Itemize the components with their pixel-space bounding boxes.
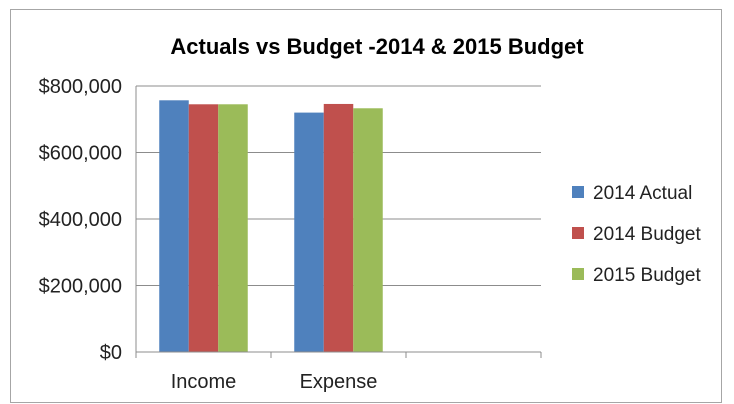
- legend-label: 2014 Budget: [593, 224, 701, 245]
- bar-income-2014-actual: [159, 100, 189, 352]
- x-tick-label: Expense: [300, 371, 378, 393]
- axes: [135, 86, 542, 358]
- x-tick-label: Income: [171, 371, 237, 393]
- legend-swatch: [572, 268, 584, 280]
- bar-income-2014-budget: [188, 104, 219, 352]
- bar-expense-2014-budget: [323, 103, 354, 352]
- y-tick-label: $200,000: [39, 276, 122, 298]
- legend-label: 2014 Actual: [593, 183, 692, 204]
- legend-swatch: [572, 186, 584, 198]
- chart-title: Actuals vs Budget -2014 & 2015 Budget: [170, 34, 584, 59]
- y-tick-labels: $0 $200,000 $400,000 $600,000 $800,000: [39, 76, 122, 364]
- bars: [159, 100, 383, 352]
- bar-income-2015-budget: [218, 104, 248, 352]
- y-tick-label: $400,000: [39, 209, 122, 231]
- y-tick-label: $800,000: [39, 76, 122, 98]
- legend-swatch: [572, 227, 584, 239]
- x-tick-labels: Income Expense: [171, 371, 378, 393]
- legend-label: 2015 Budget: [593, 265, 701, 286]
- y-tick-label: $0: [100, 342, 122, 364]
- legend: 2014 Actual 2014 Budget 2015 Budget: [572, 183, 701, 286]
- bar-expense-2015-budget: [353, 108, 383, 352]
- bar-expense-2014-actual: [294, 112, 324, 352]
- y-tick-label: $600,000: [39, 143, 122, 165]
